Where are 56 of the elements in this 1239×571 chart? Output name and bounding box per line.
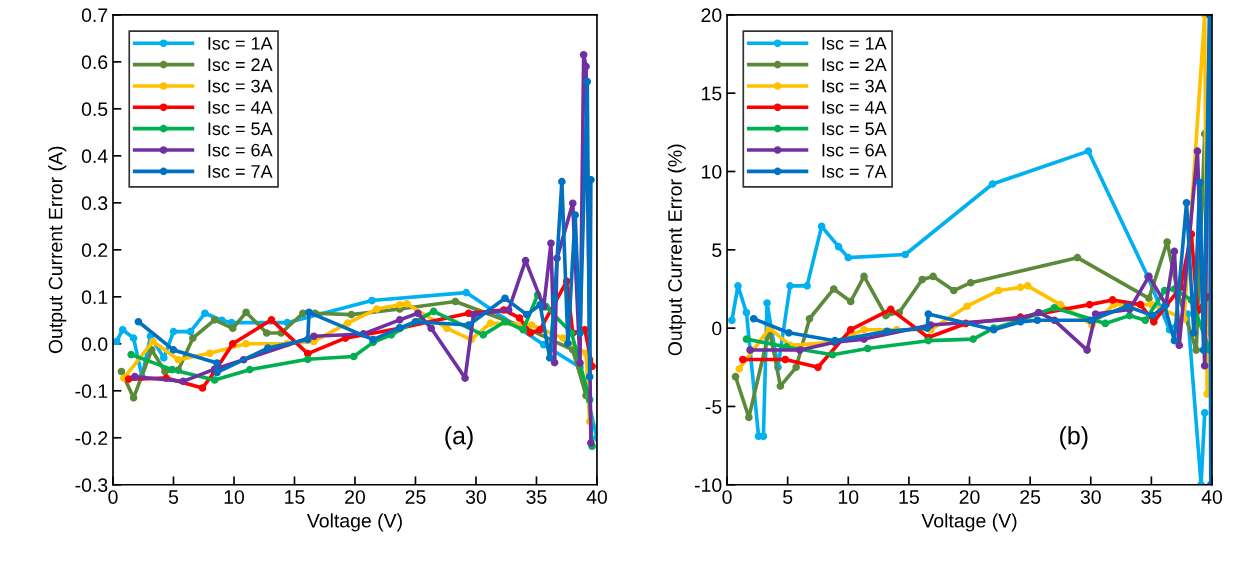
x-tick-label: 10 <box>838 490 859 504</box>
x-tick-label: 40 <box>1201 490 1223 504</box>
y-axis-title: Output Current Error (%) <box>667 144 686 356</box>
x-tick-label: 25 <box>1020 490 1041 504</box>
x-tick-label: 20 <box>345 490 366 504</box>
annotation: (a) <box>445 426 473 450</box>
x-axis-title: Voltage (V) <box>921 513 1017 532</box>
legend-label: Isc = 2A <box>822 58 887 72</box>
annotation: (b) <box>1060 426 1088 450</box>
y-tick-label: 0.7 <box>81 8 108 23</box>
y-tick-label: 0.5 <box>81 102 108 117</box>
y-tick-label: 0.3 <box>81 196 108 211</box>
x-tick-label: 30 <box>1080 490 1101 504</box>
legend-label: Isc = 4A <box>208 101 273 114</box>
legend-label: Isc = 3A <box>822 79 887 93</box>
legend-label: Isc = 5A <box>208 122 273 136</box>
y-tick-label: -10 <box>694 478 722 493</box>
x-tick-label: 35 <box>1141 490 1162 504</box>
x-tick-label: 0 <box>108 490 118 504</box>
legend-label: Isc = 1A <box>208 37 273 50</box>
y-tick-label: 0.4 <box>81 149 108 164</box>
x-tick-label: 5 <box>783 490 793 504</box>
y-tick-label: -5 <box>705 400 722 414</box>
x-axis-title: Voltage (V) <box>306 513 402 532</box>
y-tick-label: 15 <box>702 86 722 101</box>
y-tick-label: -0.3 <box>75 478 108 493</box>
x-tick-label: 20 <box>959 490 980 504</box>
y-tick-label: -0.1 <box>75 384 108 399</box>
x-tick-label: 0 <box>722 490 732 504</box>
x-tick-label: 15 <box>899 490 919 504</box>
y-tick-label: 0.6 <box>81 55 108 70</box>
legend-label: Isc = 1A <box>822 37 887 50</box>
legend-label: Isc = 6A <box>822 143 887 157</box>
x-tick-label: 25 <box>405 490 426 504</box>
legend-label: Isc = 3A <box>208 79 273 93</box>
x-tick-label: 30 <box>465 490 487 504</box>
legend-label: Isc = 7A <box>208 165 273 178</box>
x-tick-label: 10 <box>224 490 245 504</box>
x-tick-label: 15 <box>285 490 305 504</box>
y-tick-label: 0 <box>712 321 722 336</box>
y-tick-label: -0.2 <box>75 431 108 446</box>
y-tick-label: 0.2 <box>81 243 108 258</box>
y-tick-label: 5 <box>712 243 722 258</box>
y-tick-label: 20 <box>701 8 722 23</box>
x-tick-label: 5 <box>168 490 179 504</box>
y-tick-label: 10 <box>702 164 722 179</box>
legend-label: Isc = 4A <box>822 101 887 114</box>
y-tick-label: 0.1 <box>81 290 108 305</box>
x-tick-label: 35 <box>526 490 547 504</box>
legend-label: Isc = 7A <box>822 165 887 178</box>
x-tick-label: 40 <box>586 490 607 504</box>
legend-label: Isc = 2A <box>208 58 273 72</box>
legend-label: Isc = 5A <box>822 122 887 136</box>
y-tick-label: 0.0 <box>81 337 108 352</box>
legend-label: Isc = 6A <box>208 143 273 157</box>
y-axis-title: Output Current Error (A) <box>48 146 67 354</box>
